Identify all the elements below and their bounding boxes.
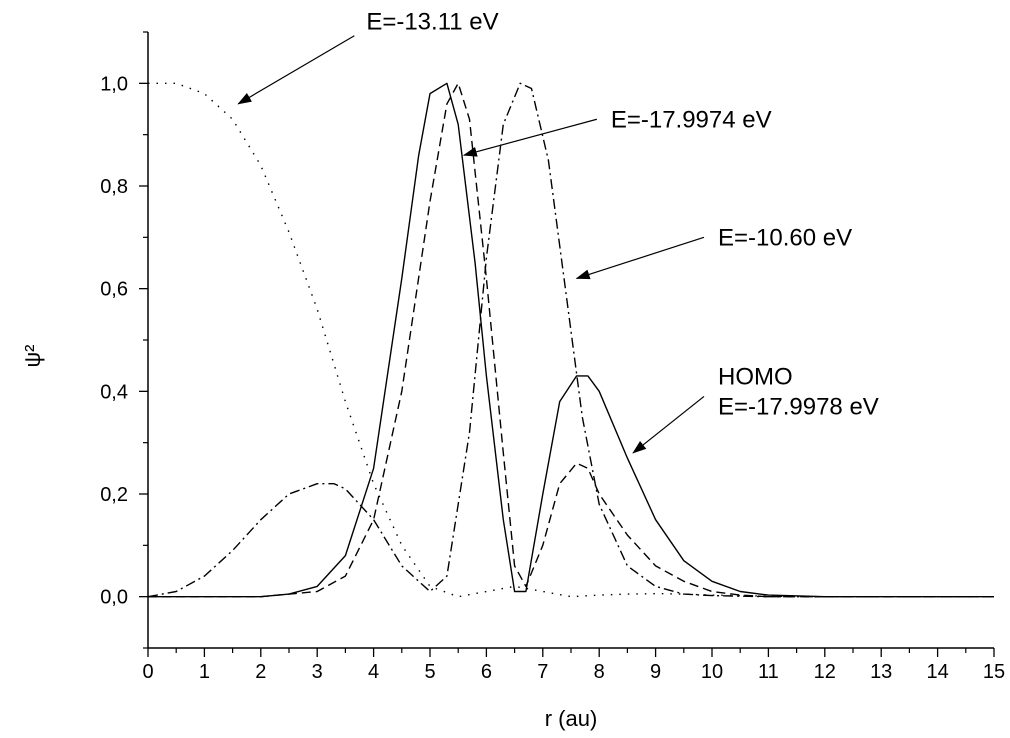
y-tick-label: 1,0 xyxy=(100,73,128,95)
annotation-line: E=-13.11 eV xyxy=(366,9,498,36)
annotation-label: E=-10.60 eV xyxy=(718,224,852,251)
axes: 0 1 2 3 4 5 6 7 8 9 10 11 12 13 14 150,00,20,40,60,81,0 xyxy=(100,31,1005,683)
annotation-label: HOMO E=-17.9978 eV xyxy=(718,363,879,420)
x-tick-label: 12 xyxy=(814,661,836,683)
x-tick-label: 3 xyxy=(312,661,323,683)
series-line-2 xyxy=(148,82,994,598)
annotation-line: E=-17.9978 eV xyxy=(718,393,879,420)
series-line-4 xyxy=(148,82,994,598)
y-tick-label: 0,2 xyxy=(100,484,128,506)
x-tick-label: 5 xyxy=(424,661,435,683)
x-tick-label: 0 xyxy=(142,661,153,683)
annotation-layer: E=-13.11 eV E=-17.9974 eV E=-10.60 eV HOMO E… xyxy=(237,9,879,454)
annotation-arrow xyxy=(632,395,705,454)
annotation-line: E=-17.9974 eV xyxy=(611,106,772,133)
annotation-arrow xyxy=(462,118,597,157)
x-tick-label: 4 xyxy=(368,661,379,683)
x-axis-title: r (au) xyxy=(545,706,598,731)
x-tick-label: 11 xyxy=(758,661,779,683)
x-tick-label: 9 xyxy=(650,661,661,683)
annotation-label: E=-13.11 eV xyxy=(366,9,498,36)
annotation-arrow xyxy=(237,35,355,105)
x-tick-label: 15 xyxy=(983,661,1005,683)
x-tick-label: 1 xyxy=(199,661,210,683)
annotation-arrow xyxy=(575,236,705,280)
annotation-line: E=-10.60 eV xyxy=(718,224,852,251)
x-tick-label: 6 xyxy=(481,661,492,683)
x-tick-label: 10 xyxy=(701,661,723,683)
y-tick-label: 0,6 xyxy=(100,279,128,301)
x-tick-label: 13 xyxy=(870,661,892,683)
x-tick-label: 14 xyxy=(926,661,948,683)
x-tick-label: 8 xyxy=(594,661,605,683)
y-tick-label: 0,4 xyxy=(100,381,128,403)
y-tick-label: 0,8 xyxy=(100,176,128,198)
x-tick-label: 7 xyxy=(537,661,548,683)
series-line-1 xyxy=(148,82,994,598)
y-axis-title: ψ² xyxy=(20,344,45,367)
x-tick-label: 2 xyxy=(255,661,266,683)
series-layer xyxy=(147,82,994,598)
annotation-label: E=-17.9974 eV xyxy=(611,106,772,133)
annotation-line: HOMO xyxy=(718,363,793,390)
series-line-3 xyxy=(147,82,994,598)
y-tick-label: 0,0 xyxy=(100,587,128,609)
